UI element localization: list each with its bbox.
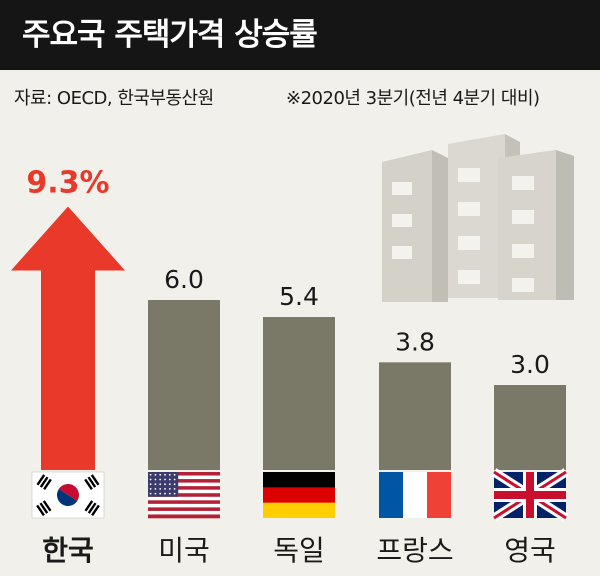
category-label-4: 영국: [504, 534, 556, 567]
value-label-2: 5.4: [279, 282, 319, 311]
category-label-0: 한국: [42, 534, 94, 567]
value-label-4: 3.0: [510, 350, 550, 379]
source-row: 자료: OECD, 한국부동산원 ※2020년 3분기(전년 4분기 대비): [14, 84, 594, 110]
category-label-3: 프랑스: [376, 534, 453, 567]
bar-korea-arrow: [11, 206, 125, 470]
period-note: ※2020년 3분기(전년 4분기 대비): [286, 88, 540, 109]
category-label-2: 독일: [273, 534, 325, 567]
bar-1: [148, 300, 220, 470]
france-flag-icon: [379, 472, 451, 518]
bar-4: [494, 385, 566, 470]
buildings-illustration: [382, 134, 574, 302]
value-label-3: 3.8: [395, 327, 435, 356]
germany-flag-icon: [263, 472, 335, 518]
usa-flag-icon: [148, 472, 220, 519]
bar-3: [379, 362, 451, 470]
category-label-1: 미국: [158, 534, 210, 567]
source-text: 자료: OECD, 한국부동산원: [14, 88, 214, 109]
value-label-1: 6.0: [164, 265, 204, 294]
value-label-0: 9.3%: [26, 166, 109, 201]
bar-2: [263, 317, 335, 470]
uk-flag-icon: [491, 468, 569, 522]
south-korea-flag-icon: [31, 471, 105, 519]
chart-title: 주요국 주택가격 상승률: [0, 0, 600, 70]
